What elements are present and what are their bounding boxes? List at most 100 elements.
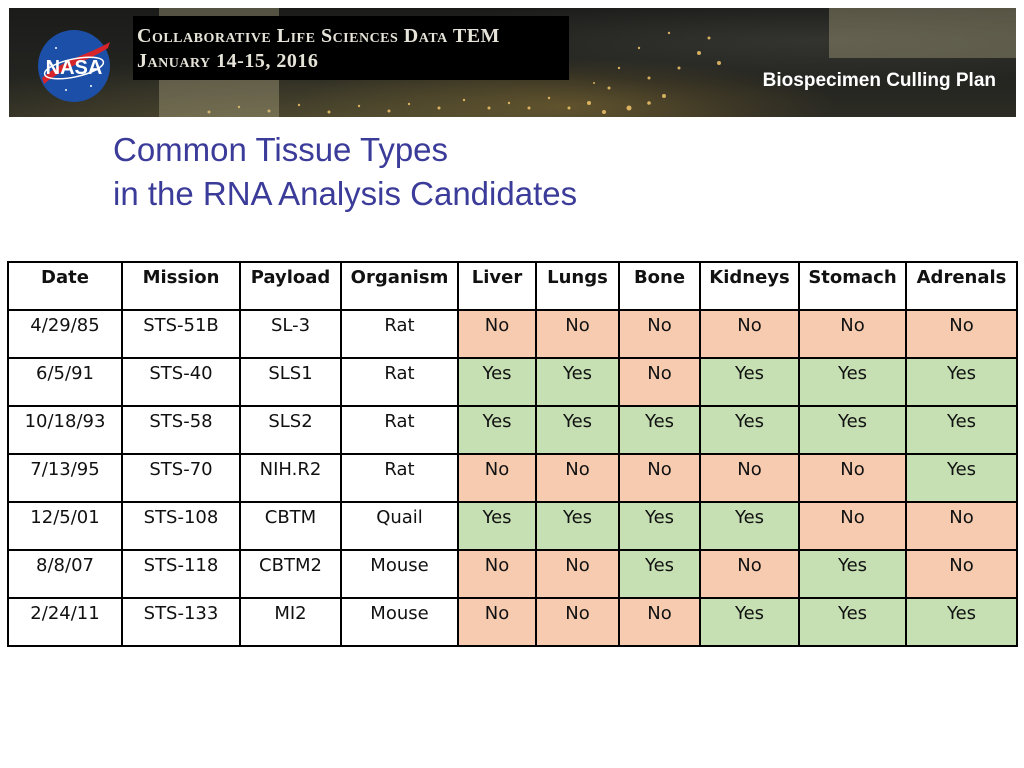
header-adrenals: Adrenals: [905, 261, 1018, 311]
cell-bone: Yes: [618, 549, 701, 599]
table-row: 7/13/95 STS-70 NIH.R2 Rat No No No No No Yes: [7, 453, 1018, 503]
cell-kidneys: Yes: [699, 597, 800, 647]
cell-bone: Yes: [618, 501, 701, 551]
cell-stomach: No: [798, 453, 907, 503]
cell-payload: MI2: [239, 597, 342, 647]
table-row: 10/18/93 STS-58 SLS2 Rat Yes Yes Yes Yes Yes Yes: [7, 405, 1018, 455]
cell-liver: No: [457, 309, 537, 359]
cell-stomach: Yes: [798, 597, 907, 647]
cell-date: 4/29/85: [7, 309, 123, 359]
cell-liver: Yes: [457, 357, 537, 407]
table-row: 6/5/91 STS-40 SLS1 Rat Yes Yes No Yes Yes Yes: [7, 357, 1018, 407]
cell-kidneys: Yes: [699, 357, 800, 407]
cell-kidneys: No: [699, 549, 800, 599]
cell-date: 8/8/07: [7, 549, 123, 599]
header-stomach: Stomach: [798, 261, 907, 311]
cell-lungs: Yes: [535, 405, 620, 455]
cell-bone: No: [618, 309, 701, 359]
cell-date: 10/18/93: [7, 405, 123, 455]
cell-mission: STS-133: [121, 597, 241, 647]
cell-payload: SLS2: [239, 405, 342, 455]
cell-lungs: No: [535, 549, 620, 599]
cell-bone: No: [618, 453, 701, 503]
cell-organism: Mouse: [340, 597, 459, 647]
conference-title: Collaborative Life Sciences Data TEM Jan…: [133, 16, 569, 80]
plan-title: Biospecimen Culling Plan: [762, 70, 996, 91]
cell-organism: Rat: [340, 357, 459, 407]
header-banner: NASA Collaborative Life Sciences Data TE…: [9, 8, 1016, 117]
cell-bone: Yes: [618, 405, 701, 455]
cell-bone: No: [618, 597, 701, 647]
cell-date: 6/5/91: [7, 357, 123, 407]
cell-adrenals: Yes: [905, 597, 1018, 647]
cell-stomach: Yes: [798, 549, 907, 599]
header-date: Date: [7, 261, 123, 311]
cell-organism: Rat: [340, 453, 459, 503]
cell-adrenals: No: [905, 549, 1018, 599]
table-row: 4/29/85 STS-51B SL-3 Rat No No No No No No: [7, 309, 1018, 359]
cell-date: 12/5/01: [7, 501, 123, 551]
cell-adrenals: Yes: [905, 405, 1018, 455]
cell-mission: STS-51B: [121, 309, 241, 359]
cell-stomach: No: [798, 501, 907, 551]
cell-organism: Quail: [340, 501, 459, 551]
cell-kidneys: No: [699, 309, 800, 359]
cell-organism: Rat: [340, 309, 459, 359]
cell-mission: STS-58: [121, 405, 241, 455]
header-lungs: Lungs: [535, 261, 620, 311]
cell-organism: Rat: [340, 405, 459, 455]
cell-payload: CBTM2: [239, 549, 342, 599]
tissue-table: Date Mission Payload Organism Liver Lung…: [7, 261, 1018, 647]
cell-mission: STS-108: [121, 501, 241, 551]
cell-organism: Mouse: [340, 549, 459, 599]
cell-kidneys: No: [699, 453, 800, 503]
table-row: 8/8/07 STS-118 CBTM2 Mouse No No Yes No Yes No: [7, 549, 1018, 599]
cell-stomach: No: [798, 309, 907, 359]
cell-lungs: No: [535, 453, 620, 503]
cell-liver: Yes: [457, 405, 537, 455]
cell-payload: CBTM: [239, 501, 342, 551]
cell-stomach: Yes: [798, 357, 907, 407]
nasa-logo-text: NASA: [46, 57, 103, 79]
header-payload: Payload: [239, 261, 342, 311]
cell-mission: STS-40: [121, 357, 241, 407]
table-row: 2/24/11 STS-133 MI2 Mouse No No No Yes Yes Yes: [7, 597, 1018, 647]
cell-payload: SLS1: [239, 357, 342, 407]
table-row: 12/5/01 STS-108 CBTM Quail Yes Yes Yes Yes No No: [7, 501, 1018, 551]
cell-payload: NIH.R2: [239, 453, 342, 503]
header-liver: Liver: [457, 261, 537, 311]
cell-stomach: Yes: [798, 405, 907, 455]
header-bone: Bone: [618, 261, 701, 311]
table-body: 4/29/85 STS-51B SL-3 Rat No No No No No No 6/5/91 S…: [7, 309, 1018, 647]
cell-liver: Yes: [457, 501, 537, 551]
table-header-row: Date Mission Payload Organism Liver Lung…: [7, 261, 1018, 311]
cell-date: 7/13/95: [7, 453, 123, 503]
cell-liver: No: [457, 453, 537, 503]
cell-kidneys: Yes: [699, 405, 800, 455]
header-kidneys: Kidneys: [699, 261, 800, 311]
header-mission: Mission: [121, 261, 241, 311]
slide-heading-line1: Common Tissue Types: [113, 131, 449, 168]
cell-lungs: Yes: [535, 501, 620, 551]
cell-liver: No: [457, 549, 537, 599]
cell-lungs: No: [535, 597, 620, 647]
cell-adrenals: Yes: [905, 357, 1018, 407]
header-organism: Organism: [340, 261, 459, 311]
cell-adrenals: Yes: [905, 453, 1018, 503]
cell-adrenals: No: [905, 309, 1018, 359]
conference-title-line1: Collaborative Life Sciences Data TEM: [137, 25, 500, 47]
cell-kidneys: Yes: [699, 501, 800, 551]
slide-heading: Common Tissue Types in the RNA Analysis …: [113, 128, 577, 216]
cell-adrenals: No: [905, 501, 1018, 551]
cell-date: 2/24/11: [7, 597, 123, 647]
cell-lungs: No: [535, 309, 620, 359]
nasa-logo: NASA: [38, 30, 110, 102]
conference-title-line2: January 14-15, 2016: [137, 50, 319, 72]
cell-liver: No: [457, 597, 537, 647]
cell-bone: No: [618, 357, 701, 407]
cell-payload: SL-3: [239, 309, 342, 359]
cell-mission: STS-118: [121, 549, 241, 599]
cell-mission: STS-70: [121, 453, 241, 503]
cell-lungs: Yes: [535, 357, 620, 407]
slide-heading-line2: in the RNA Analysis Candidates: [113, 175, 578, 212]
